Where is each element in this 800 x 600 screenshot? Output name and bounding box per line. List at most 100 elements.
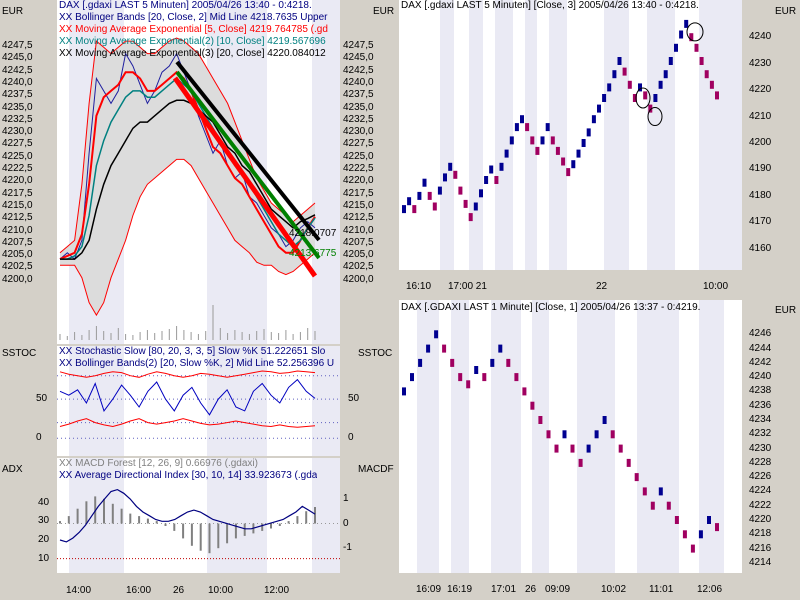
trend-line-black [175, 60, 321, 242]
pf-box-down [453, 170, 458, 179]
session-shade [312, 346, 340, 456]
y-tick-left: 4212,5 [2, 212, 33, 224]
legend-entry: DAX [.gdaxi LAST 5 Minuten] 2005/04/26 1… [59, 0, 312, 11]
trend-line-red [172, 76, 318, 278]
volume-bar [81, 335, 83, 340]
pf-box-up [707, 516, 711, 524]
volume-bar [74, 332, 76, 340]
left-price-chart [59, 37, 321, 340]
y-tick-right: 50 [348, 393, 360, 405]
left-price-plot[interactable]: DAX [.gdaxi LAST 5 Minuten] 2005/04/26 1… [57, 0, 340, 344]
x-tick: 16:19 [447, 584, 473, 595]
y-tick-left: 4200,0 [2, 273, 33, 285]
pf-box-down [626, 458, 631, 467]
pf-box-down [634, 473, 639, 482]
pf-box-down [632, 94, 637, 102]
pf-box-up [479, 189, 483, 198]
pf-box-down [530, 401, 535, 410]
series-bb-upper [59, 37, 316, 254]
pf-box-up [679, 30, 684, 39]
volume-bar [110, 333, 112, 340]
series-bb-lower [60, 158, 316, 317]
pattern-circle [647, 107, 663, 127]
pf-box-down [550, 136, 555, 145]
y-tick: 4210 [749, 110, 772, 122]
y-tick-right: 4230,0 [343, 126, 374, 138]
pf-box-up [602, 416, 607, 424]
volume-bar [256, 331, 258, 340]
volume-bar [88, 330, 90, 340]
pf-box-up [473, 202, 478, 211]
session-shade [549, 0, 567, 270]
y-tick-right: 4200,0 [343, 273, 374, 285]
volume-bar [278, 333, 280, 340]
tr-unit-label-right: EUR [775, 6, 797, 17]
pf-box-up [402, 205, 406, 214]
legend-entry: XX Bollinger Bands(2) [20, Slow %K, 2] M… [59, 358, 335, 369]
y-tick: 4170 [749, 216, 772, 228]
y-tick: 4220 [749, 514, 772, 525]
pf-box-up [474, 366, 479, 374]
pf-box-up [545, 123, 550, 132]
y-tick-right: 4247,5 [343, 40, 374, 51]
br-plot[interactable]: DAX [.GDAXI LAST 1 Minute] [Close, 1] 20… [399, 300, 742, 573]
volume-bar [146, 330, 148, 340]
session-shade [312, 458, 340, 573]
stoch-chart [57, 370, 340, 439]
pf-box-down [627, 80, 632, 89]
macd-tick: 0 [343, 517, 349, 529]
pf-box-up [434, 330, 439, 339]
pf-box-down [666, 501, 671, 510]
volume-bar [285, 330, 287, 340]
volume-bar [103, 331, 105, 340]
y-tick-left: 4215,0 [2, 199, 33, 211]
pf-box-up [418, 358, 423, 367]
y-tick-left: 4202,5 [2, 261, 33, 273]
y-tick-right: 4240,0 [343, 76, 374, 88]
pf-box-down [494, 176, 499, 184]
pf-box-up [484, 176, 489, 184]
pf-box-up [607, 83, 612, 92]
pf-box-up [597, 104, 601, 113]
y-tick-right: 4232,5 [343, 113, 374, 125]
pf-box-down [650, 501, 655, 510]
pf-box-down [561, 157, 566, 166]
pf-box-down [643, 91, 648, 100]
volume-bar [314, 331, 316, 340]
y-tick-left: 4205,0 [2, 249, 33, 261]
volume-bar [292, 334, 294, 340]
y-tick: 4222 [749, 499, 772, 511]
pf-box-up [658, 80, 663, 89]
x-tick: 17:01 [491, 584, 517, 595]
pf-box-up [407, 197, 412, 206]
bollinger-band-fill [60, 38, 315, 316]
value-label-a: 4218.0707 [289, 228, 337, 239]
series-close [59, 52, 316, 260]
pf-box-up [402, 387, 406, 396]
x-tick: 16:10 [406, 281, 432, 292]
pf-box-down [463, 199, 468, 208]
series-adx [59, 488, 316, 543]
pf-box-down [535, 146, 540, 155]
pf-box-up [658, 487, 663, 496]
pf-box-down [432, 202, 437, 211]
pf-box-down [715, 523, 719, 532]
session-shade [417, 300, 439, 573]
pf-box-down [427, 191, 432, 200]
legend-entry: XX Bollinger Bands [20, Close, 2] Mid Li… [59, 12, 328, 23]
y-tick: 4246 [749, 328, 772, 340]
macd-plot[interactable]: XX MACD Forest [12, 26, 9] 0.66976 (.gda… [57, 458, 340, 573]
pf-box-down [538, 416, 543, 424]
tr-plot[interactable]: DAX [.gdaxi LAST 5 Minuten] [Close, 3] 2… [399, 0, 742, 270]
legend-entry: XX Moving Average Exponential(3) [20, Cl… [59, 48, 326, 59]
volume-bar [219, 328, 221, 340]
x-tick: 10:00 [208, 585, 234, 596]
y-tick-left: 4235,0 [2, 101, 33, 113]
tr-chart [402, 19, 719, 222]
legend-entry: XX Average Directional Index [30, 10, 14… [59, 470, 318, 481]
y-tick-left: 4247,5 [2, 40, 33, 51]
y-tick-left: 50 [36, 393, 48, 405]
pf-box-up [422, 178, 427, 187]
pf-box-down [525, 123, 530, 132]
stoch-plot[interactable]: XX Stochastic Slow [80, 20, 3, 3, 5] Slo… [57, 346, 340, 456]
